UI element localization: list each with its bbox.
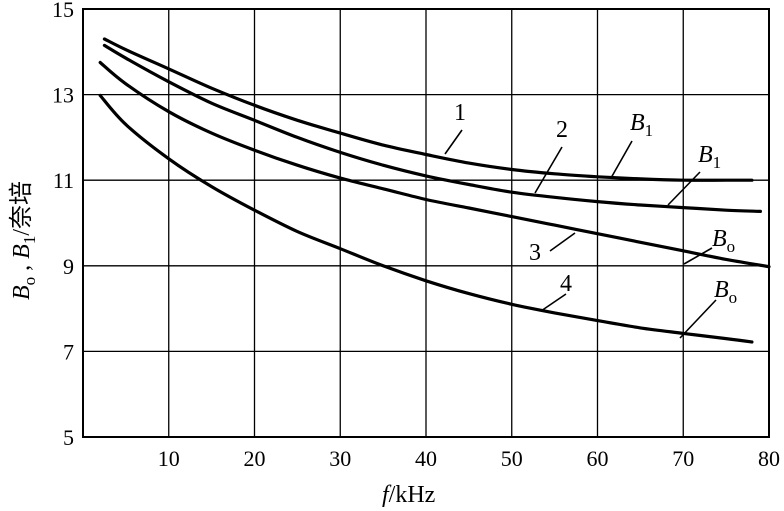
series-tag-label: B1 — [630, 110, 653, 140]
y-tick-labels: 5 7 9 11 13 15 — [52, 0, 74, 450]
series-number-label: 1 — [454, 100, 466, 126]
y-tick-label: 13 — [52, 83, 74, 108]
series-number-leader-2 — [534, 146, 563, 194]
plot-frame — [82, 8, 770, 438]
series-number-leader-4 — [540, 293, 567, 312]
x-tick-label: 10 — [158, 446, 180, 471]
series-tag-leader-1 — [610, 140, 633, 179]
y-tick-label: 15 — [52, 0, 74, 22]
x-tick-label: 70 — [672, 446, 694, 471]
y-axis-label: Bo , B1/奈培 — [8, 181, 39, 300]
y-tick-label: 7 — [63, 339, 74, 364]
y-tick-label: 11 — [53, 168, 74, 193]
x-tick-label: 20 — [244, 446, 266, 471]
series-line-2 — [102, 43, 762, 213]
series-number-label: 2 — [556, 117, 568, 143]
x-axis-label: f/kHz — [382, 482, 435, 508]
chart-annotations: 1 B1 2 B1 3 Bo 4 Bo — [444, 100, 737, 339]
series-number-leader-3 — [549, 232, 576, 252]
series-number-label: 4 — [560, 271, 572, 297]
grid-lines — [83, 8, 770, 438]
x-tick-label: 40 — [415, 446, 437, 471]
series-tag-label: B1 — [698, 142, 721, 172]
series-line-4 — [98, 93, 754, 344]
series-number-label: 3 — [529, 240, 541, 266]
series-tag-leader-3 — [683, 247, 713, 265]
x-tick-labels: 10 20 30 40 50 60 70 80 — [158, 446, 780, 471]
y-tick-label: 9 — [63, 254, 74, 279]
x-tick-label: 50 — [501, 446, 523, 471]
chart-curves — [98, 37, 771, 344]
series-tag-leader-4 — [679, 299, 717, 339]
x-tick-label: 30 — [329, 446, 351, 471]
x-tick-label: 60 — [587, 446, 609, 471]
series-number-leader-1 — [444, 129, 463, 155]
y-tick-label: 5 — [63, 425, 74, 450]
series-tag-label: Bo — [714, 277, 737, 307]
series-line-1 — [102, 37, 754, 182]
series-line-3 — [98, 60, 771, 269]
series-tag-leader-2 — [667, 171, 701, 206]
x-tick-label: 80 — [758, 446, 780, 471]
series-tag-label: Bo — [712, 226, 735, 256]
